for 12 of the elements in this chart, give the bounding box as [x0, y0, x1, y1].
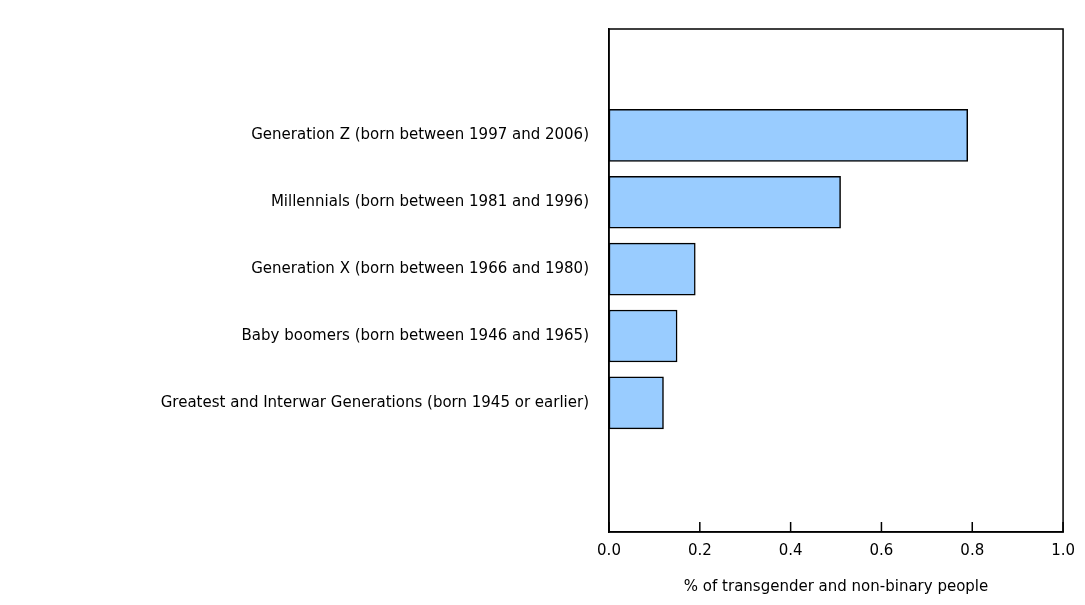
- y-tick-label: Generation Z (born between 1997 and 2006): [251, 125, 589, 144]
- y-tick-label: Baby boomers (born between 1946 and 1965): [241, 325, 589, 344]
- x-tick-label: 0.8: [960, 540, 985, 559]
- x-axis-title: % of transgender and non-binary people: [683, 576, 989, 595]
- x-tick-label: 0.6: [869, 540, 894, 559]
- y-tick-label: Greatest and Interwar Generations (born 1945 or earlier): [160, 392, 589, 411]
- x-tick-label: 0.4: [778, 540, 803, 559]
- x-tick-label: 0.2: [687, 540, 712, 559]
- x-tick-label: 0.0: [597, 540, 621, 559]
- y-tick-label: Millennials (born between 1981 and 1996): [270, 192, 589, 211]
- x-tick-label: 1.0: [1051, 540, 1075, 559]
- y-tick-label: Generation X (born between 1966 and 1980): [251, 259, 589, 278]
